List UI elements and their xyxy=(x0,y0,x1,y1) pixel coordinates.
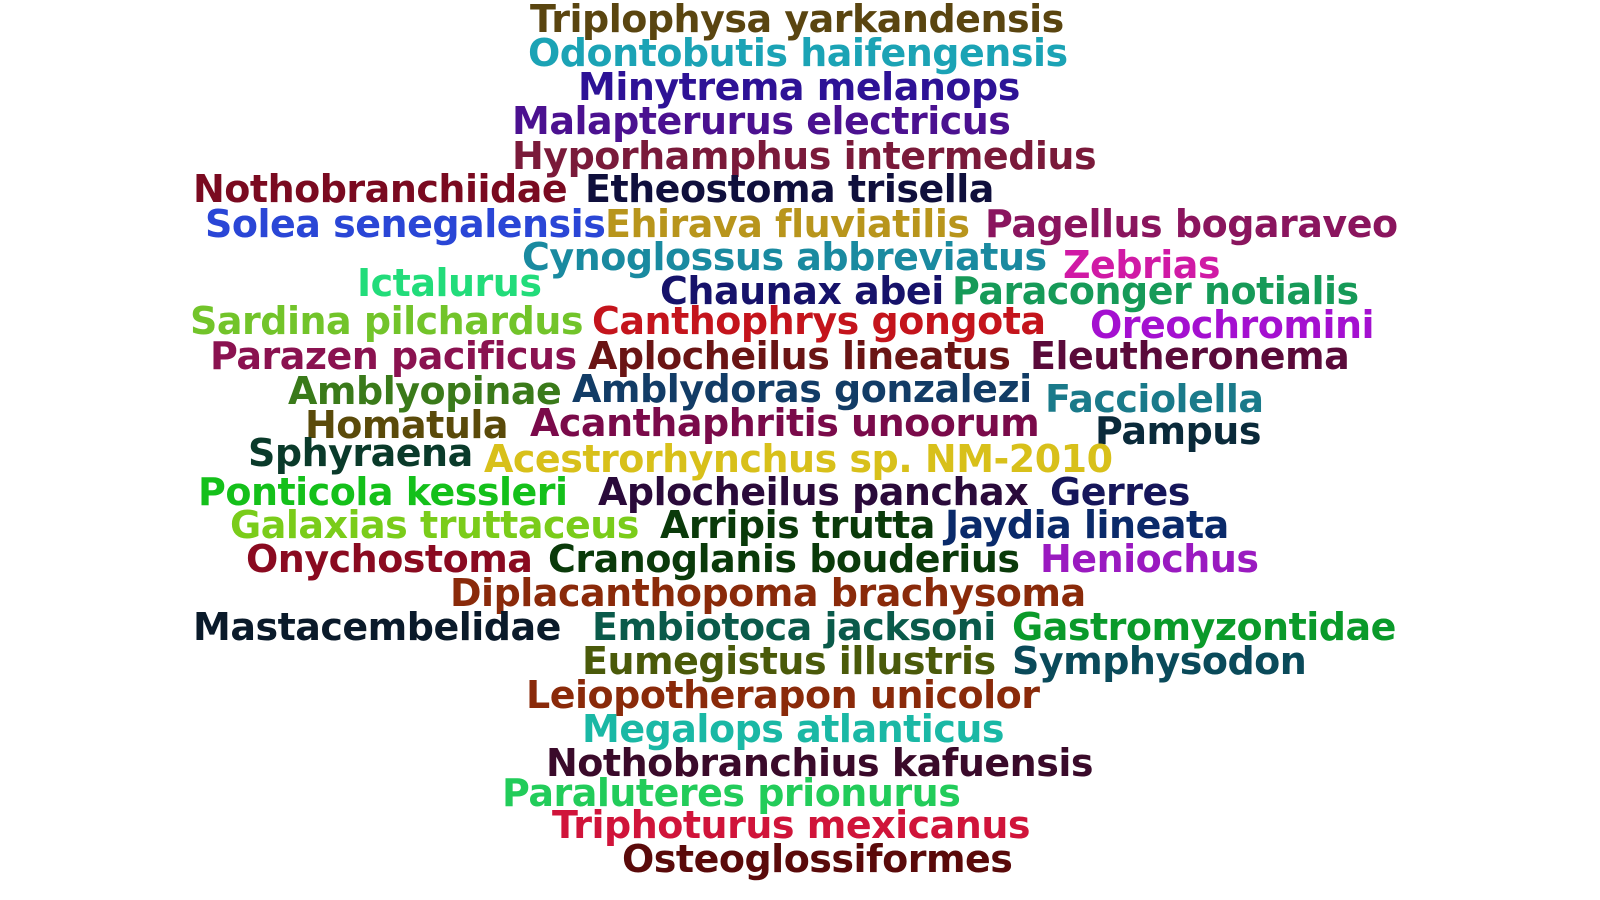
word-41: Gastromyzontidae xyxy=(1012,605,1396,649)
word-26: Pampus xyxy=(1095,409,1261,453)
word-38: Diplacanthopoma brachysoma xyxy=(450,571,1086,615)
word-10: Cynoglossus abbreviatus xyxy=(522,235,1047,279)
word-16: Canthophrys gongota xyxy=(592,299,1046,343)
word-13: Chaunax abei xyxy=(660,269,944,313)
word-37: Heniochus xyxy=(1040,537,1259,581)
word-19: Aplocheilus lineatus xyxy=(588,334,1011,378)
word-18: Parazen pacificus xyxy=(210,334,577,378)
word-45: Megalops atlanticus xyxy=(582,707,1005,751)
word-35: Onychostoma xyxy=(246,537,533,581)
word-39: Mastacembelidae xyxy=(193,605,561,649)
word-3: Malapterurus electricus xyxy=(512,99,1011,143)
word-5: Nothobranchiidae xyxy=(193,167,568,211)
word-47: Paraluteres prionurus xyxy=(502,771,961,815)
word-2: Minytrema melanops xyxy=(578,65,1020,109)
word-17: Oreochromini xyxy=(1090,303,1375,347)
word-21: Amblyopinae xyxy=(288,369,562,413)
word-32: Galaxias truttaceus xyxy=(230,503,639,547)
word-49: Osteoglossiformes xyxy=(622,837,1013,881)
word-48: Triphoturus mexicanus xyxy=(552,803,1031,847)
word-25: Acanthaphritis unoorum xyxy=(530,401,1040,445)
word-8: Ehirava fluviatilis xyxy=(605,202,970,246)
word-22: Amblydoras gonzalezi xyxy=(572,367,1032,411)
word-15: Sardina pilchardus xyxy=(190,299,584,343)
word-42: Eumegistus illustris xyxy=(582,639,996,683)
word-34: Jaydia lineata xyxy=(945,503,1229,547)
word-44: Leiopotherapon unicolor xyxy=(526,673,1040,717)
word-7: Solea senegalensis xyxy=(205,202,606,246)
word-33: Arripis trutta xyxy=(660,503,935,547)
word-40: Embiotoca jacksoni xyxy=(592,605,996,649)
word-14: Paraconger notialis xyxy=(952,269,1359,313)
word-27: Sphyraena xyxy=(248,431,473,475)
word-31: Gerres xyxy=(1050,470,1190,514)
word-23: Facciolella xyxy=(1045,377,1264,421)
word-24: Homatula xyxy=(305,403,509,447)
word-36: Cranoglanis bouderius xyxy=(548,537,1020,581)
word-20: Eleutheronema xyxy=(1030,334,1350,378)
word-28: Acestrorhynchus sp. NM-2010 xyxy=(484,437,1113,481)
word-30: Aplocheilus panchax xyxy=(598,470,1029,514)
word-9: Pagellus bogaraveo xyxy=(985,202,1398,246)
word-1: Odontobutis haifengensis xyxy=(528,31,1068,75)
word-11: Zebrias xyxy=(1063,243,1221,287)
word-12: Ictalurus xyxy=(357,261,542,305)
word-46: Nothobranchius kafuensis xyxy=(546,741,1093,785)
word-0: Triplophysa yarkandensis xyxy=(530,0,1064,41)
word-4: Hyporhamphus intermedius xyxy=(512,134,1097,178)
word-29: Ponticola kessleri xyxy=(198,470,568,514)
word-6: Etheostoma trisella xyxy=(585,167,994,211)
word-43: Symphysodon xyxy=(1012,639,1307,683)
